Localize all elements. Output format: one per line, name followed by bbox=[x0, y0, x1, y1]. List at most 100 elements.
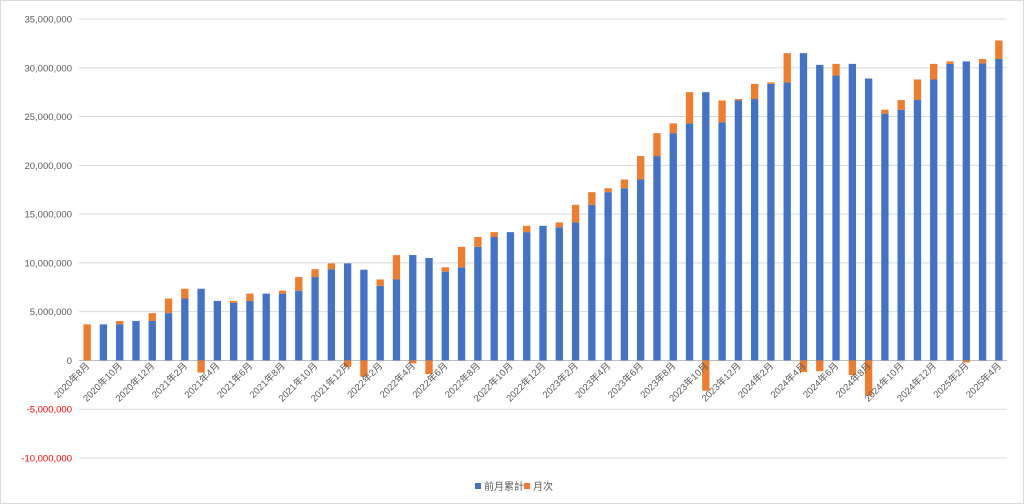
bar-monthly bbox=[995, 40, 1003, 59]
bar-monthly bbox=[116, 320, 124, 325]
bar-cumulative bbox=[995, 58, 1003, 361]
bar-monthly bbox=[962, 360, 970, 363]
bar-cumulative bbox=[278, 293, 287, 361]
bar-monthly bbox=[930, 63, 938, 80]
bar-cumulative bbox=[327, 269, 336, 361]
bar-monthly bbox=[571, 204, 580, 223]
bar-monthly bbox=[816, 360, 824, 372]
bar-monthly bbox=[653, 133, 661, 157]
bar-cumulative bbox=[230, 302, 238, 361]
bar-monthly bbox=[750, 83, 759, 99]
bar-monthly bbox=[230, 300, 238, 303]
bar-monthly bbox=[734, 98, 743, 101]
bar-monthly bbox=[685, 92, 694, 124]
bar-cumulative bbox=[523, 232, 531, 361]
bar-cumulative bbox=[246, 300, 254, 361]
bar-cumulative bbox=[913, 99, 922, 361]
bar-monthly bbox=[295, 277, 303, 291]
bar-cumulative bbox=[750, 98, 759, 361]
bar-monthly bbox=[343, 360, 352, 367]
bar-cumulative bbox=[311, 277, 319, 361]
bar-monthly bbox=[148, 313, 156, 321]
bar-cumulative bbox=[213, 300, 222, 361]
bar-cumulative bbox=[99, 324, 108, 361]
bar-cumulative bbox=[734, 100, 743, 361]
bar-monthly bbox=[164, 298, 173, 314]
bar-cumulative bbox=[799, 53, 808, 361]
bar-monthly bbox=[783, 53, 791, 83]
y-tick-label: 10,000,000 bbox=[24, 258, 72, 269]
bar-monthly bbox=[588, 192, 596, 205]
y-tick-label: 5,000,000 bbox=[30, 307, 72, 318]
bar-monthly bbox=[832, 63, 840, 76]
bar-cumulative bbox=[539, 225, 547, 361]
bar-cumulative bbox=[783, 82, 791, 361]
bar-cumulative bbox=[181, 298, 189, 361]
bar-cumulative bbox=[295, 290, 303, 361]
bar-cumulative bbox=[197, 288, 205, 361]
bar-cumulative bbox=[637, 179, 645, 361]
bar-cumulative bbox=[978, 63, 987, 361]
bar-cumulative bbox=[474, 246, 482, 361]
legend-swatch bbox=[524, 483, 530, 489]
bar-monthly bbox=[181, 288, 189, 299]
bar-monthly bbox=[848, 360, 856, 376]
bar-monthly bbox=[897, 99, 905, 110]
bar-cumulative bbox=[767, 83, 775, 361]
bar-monthly bbox=[799, 360, 808, 373]
y-tick-label: 35,000,000 bbox=[24, 15, 72, 26]
bar-cumulative bbox=[946, 63, 954, 361]
bar-cumulative bbox=[669, 133, 677, 361]
bar-cumulative bbox=[457, 267, 466, 361]
bar-monthly bbox=[702, 360, 710, 391]
y-tick-label: -10,000,000 bbox=[21, 454, 72, 465]
bar-cumulative bbox=[604, 192, 612, 361]
bar-cumulative bbox=[409, 255, 417, 361]
bar-cumulative bbox=[718, 122, 726, 361]
x-tick-label: 2025年4月 bbox=[963, 360, 1004, 401]
bar-monthly bbox=[360, 360, 368, 377]
bar-cumulative bbox=[832, 75, 840, 361]
legend-swatch bbox=[475, 483, 481, 489]
bar-cumulative bbox=[262, 293, 270, 361]
bar-cumulative bbox=[897, 109, 905, 361]
bar-monthly bbox=[881, 109, 889, 114]
bar-cumulative bbox=[392, 279, 401, 361]
bar-cumulative bbox=[588, 204, 596, 361]
bar-monthly bbox=[523, 225, 531, 233]
bar-cumulative bbox=[962, 61, 970, 361]
bar-cumulative bbox=[132, 320, 140, 361]
legend-label: 月次 bbox=[533, 480, 553, 493]
bar-cumulative bbox=[685, 123, 694, 361]
bar-monthly bbox=[913, 79, 922, 100]
bar-cumulative bbox=[343, 263, 352, 361]
bar-monthly bbox=[555, 222, 563, 228]
bar-monthly bbox=[197, 360, 205, 373]
y-tick-label: 30,000,000 bbox=[24, 63, 72, 74]
bar-monthly bbox=[620, 179, 629, 189]
bar-cumulative bbox=[360, 269, 368, 361]
bar-cumulative bbox=[441, 271, 449, 361]
y-tick-label: -5,000,000 bbox=[27, 405, 72, 416]
bar-monthly bbox=[474, 237, 482, 247]
bar-monthly bbox=[392, 255, 401, 280]
bar-cumulative bbox=[620, 188, 629, 361]
bar-cumulative bbox=[702, 92, 710, 361]
bar-monthly bbox=[946, 61, 954, 64]
bar-cumulative bbox=[148, 320, 156, 361]
y-tick-label: 20,000,000 bbox=[24, 161, 72, 172]
bar-cumulative bbox=[816, 64, 824, 361]
bar-monthly bbox=[864, 360, 873, 396]
bar-cumulative bbox=[376, 285, 384, 361]
bar-monthly bbox=[718, 100, 726, 123]
bar-monthly bbox=[327, 263, 336, 270]
bar-cumulative bbox=[848, 63, 856, 361]
bar-monthly bbox=[311, 269, 319, 278]
bar-monthly bbox=[490, 232, 498, 238]
bar-cumulative bbox=[555, 227, 563, 361]
bar-monthly bbox=[978, 58, 987, 64]
y-tick-label: 25,000,000 bbox=[24, 112, 72, 123]
bar-monthly bbox=[246, 293, 254, 301]
